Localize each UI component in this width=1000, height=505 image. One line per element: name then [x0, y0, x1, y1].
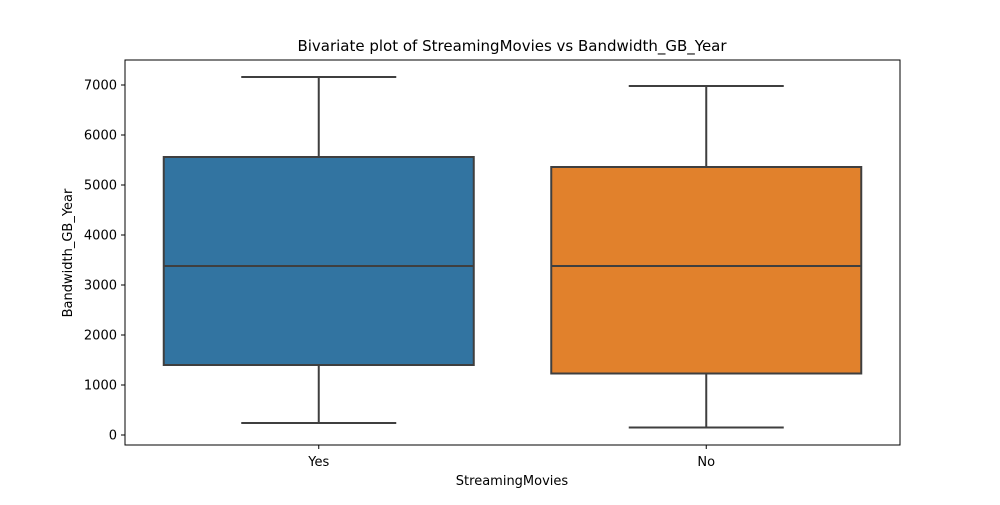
plot-area [162, 76, 863, 429]
y-tick-label: 2000 [84, 329, 117, 344]
x-tick-label: No [697, 455, 715, 470]
x-axis-label: StreamingMovies [456, 474, 569, 489]
iqr-box [550, 166, 863, 375]
y-axis-label: Bandwidth_GB_Year [61, 188, 76, 317]
y-tick-label: 3000 [84, 279, 117, 294]
y-tick-label: 6000 [84, 129, 117, 144]
y-tick-label: 4000 [84, 229, 117, 244]
plot-frame [124, 59, 901, 446]
x-axis: Yes No [307, 445, 715, 470]
y-tick-label: 7000 [84, 79, 117, 94]
box-yes [162, 76, 475, 424]
y-tick-label: 1000 [84, 379, 117, 394]
iqr-box [162, 156, 475, 366]
y-tick-label: 5000 [84, 179, 117, 194]
x-tick-label: Yes [307, 455, 329, 470]
box-no [550, 85, 863, 429]
y-tick-label: 0 [109, 429, 117, 444]
y-axis: 0 1000 2000 3000 4000 5000 6000 7000 [84, 79, 125, 444]
chart-title: Bivariate plot of StreamingMovies vs Ban… [297, 37, 727, 56]
